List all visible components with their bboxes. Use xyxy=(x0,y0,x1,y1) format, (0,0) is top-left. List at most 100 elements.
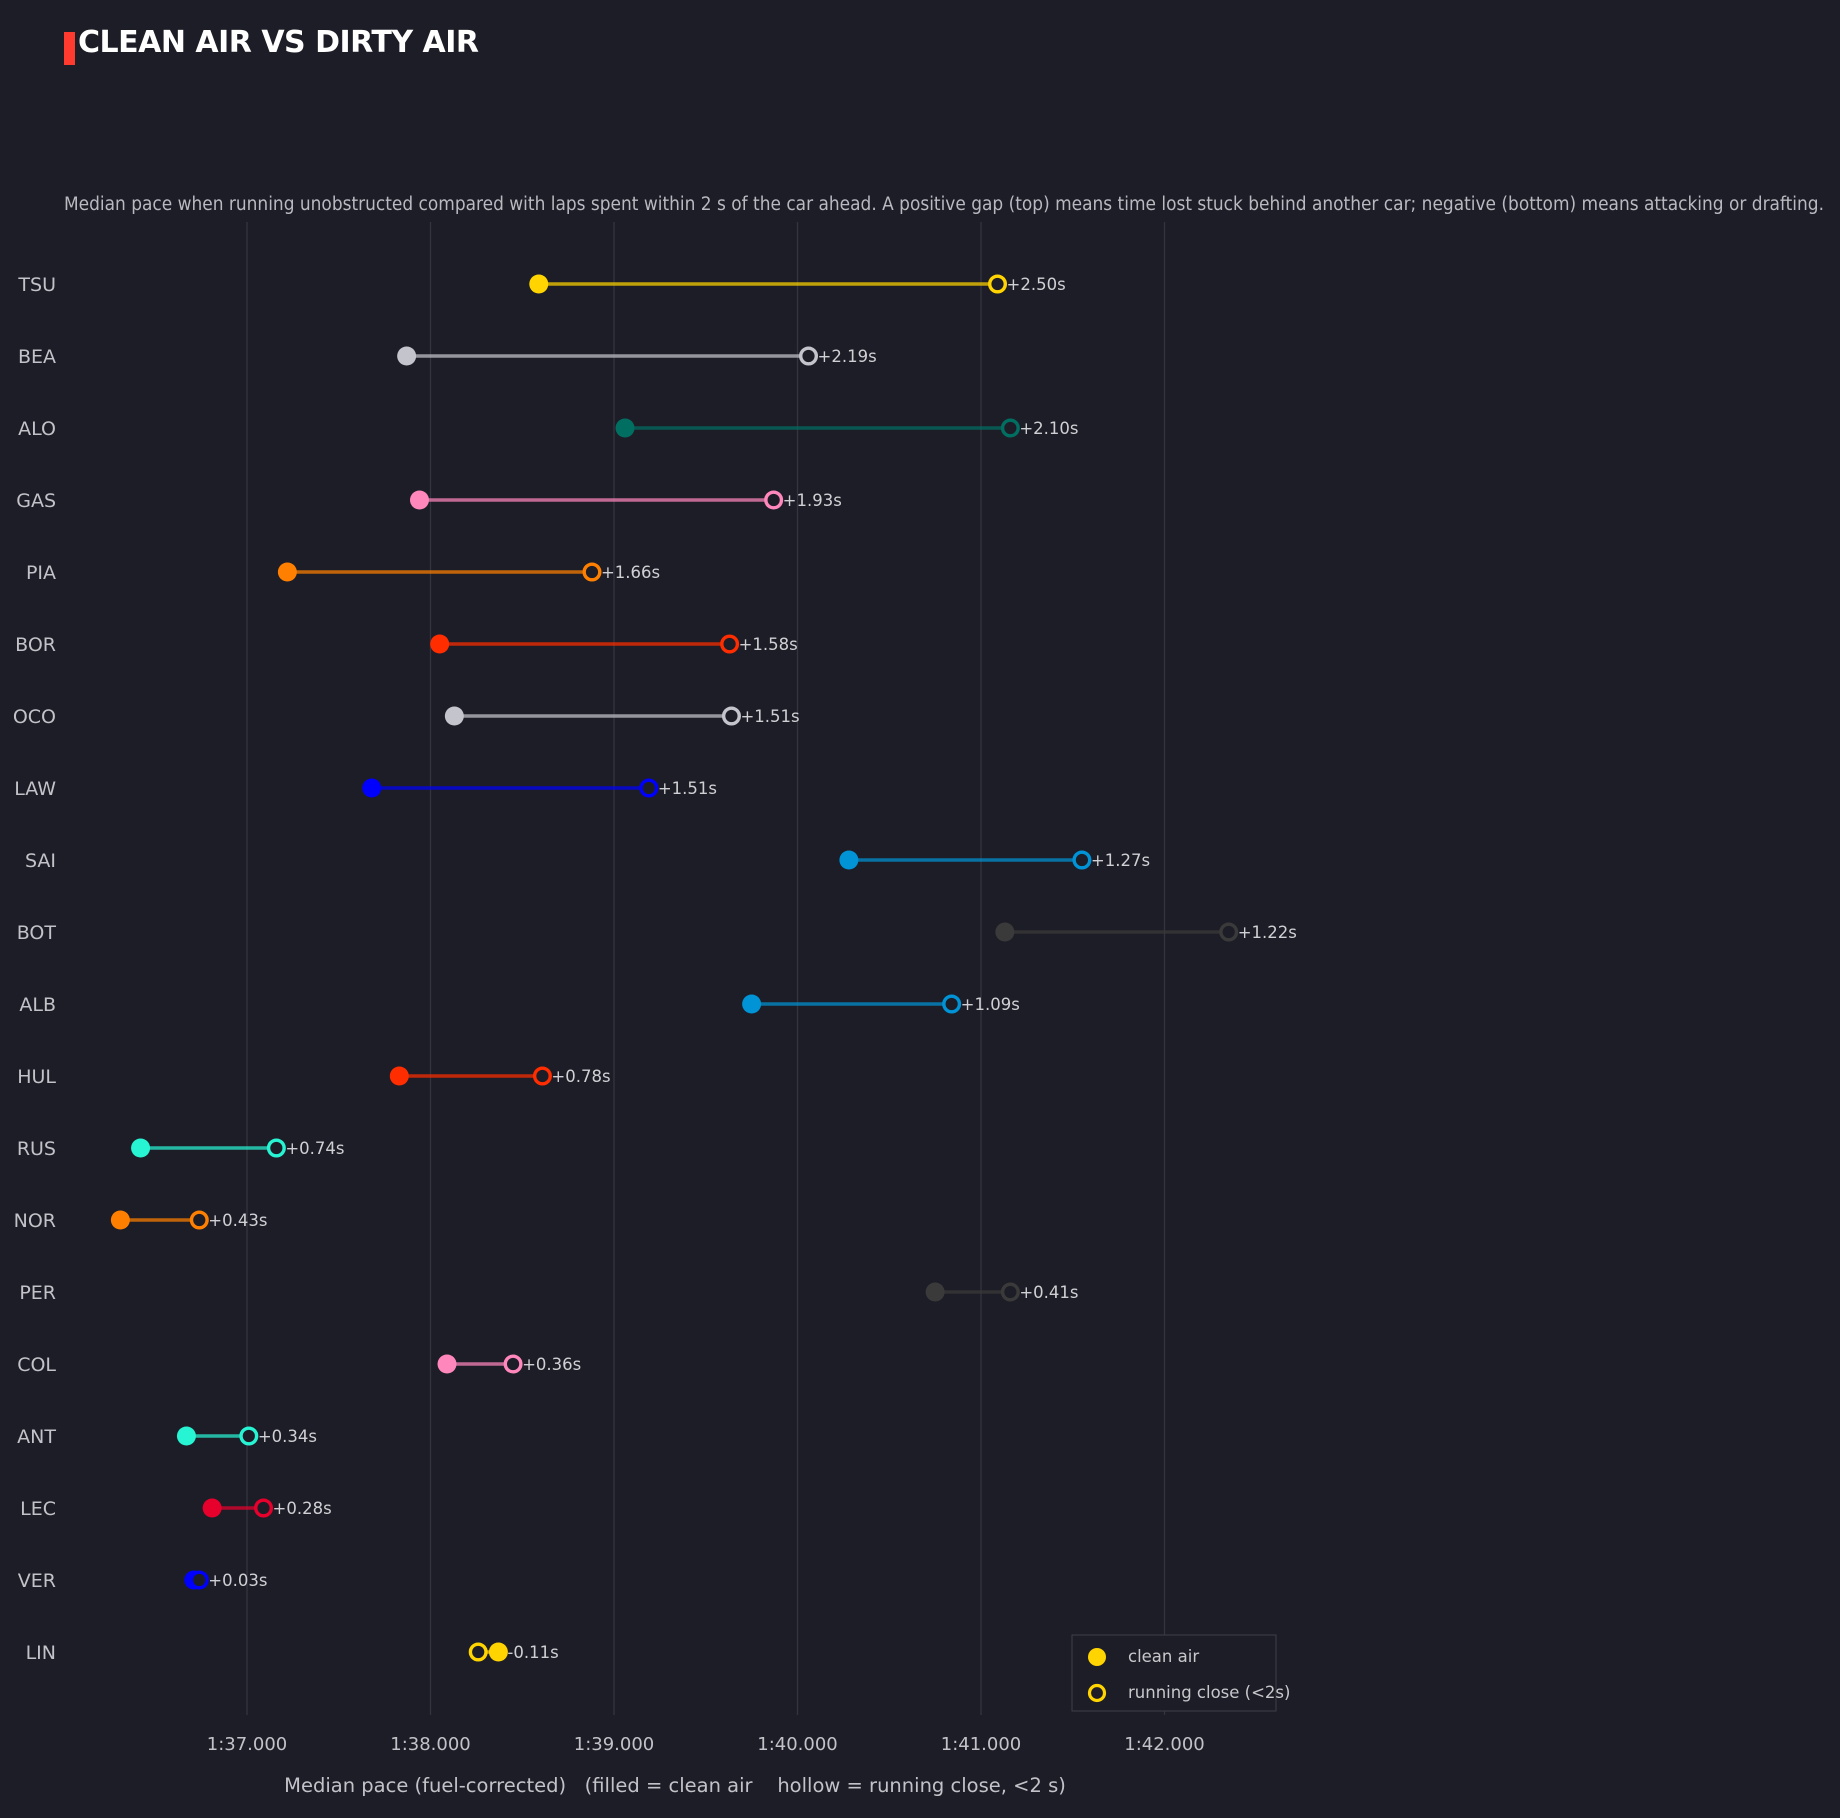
driver-label-lin: LIN xyxy=(26,1642,56,1664)
driver-label-pia: PIA xyxy=(26,562,56,584)
clean-air-point-hul xyxy=(389,1066,409,1086)
clean-air-point-lec xyxy=(202,1498,222,1518)
driver-labels: TSU +2.50s BEA +2.19s ALO +2.10s GAS +1.93s PIA +… xyxy=(13,274,1297,1664)
legend: clean air running close (<2s) xyxy=(1071,1634,1290,1712)
running-close-point-sai xyxy=(1072,850,1092,870)
legend-running-close-marker xyxy=(1087,1683,1107,1703)
x-tick-label-0: 1:37.000 xyxy=(207,1734,288,1755)
gap-label-lec: +0.28s xyxy=(273,1499,332,1518)
gap-label-hul: +0.78s xyxy=(551,1067,610,1086)
legend-clean-air-marker xyxy=(1088,1648,1106,1666)
running-close-point-col xyxy=(503,1354,523,1374)
clean-air-point-tsu xyxy=(529,274,549,294)
gridlines xyxy=(246,222,1166,1715)
clean-air-point-alb xyxy=(742,994,762,1014)
running-close-point-hul xyxy=(532,1066,552,1086)
running-close-point-ant xyxy=(239,1426,259,1446)
clean-air-point-col xyxy=(437,1354,457,1374)
legend-running-close-label: running close (<2s) xyxy=(1128,1683,1290,1702)
title-accent-bar xyxy=(64,32,75,65)
x-axis-ticks: 1:37.000 1:38.000 1:39.000 1:40.000 1:41.000… xyxy=(207,1734,1205,1755)
x-tick-label-4: 1:41.000 xyxy=(941,1734,1022,1755)
running-close-point-gas xyxy=(764,490,784,510)
clean-air-point-alo xyxy=(615,418,635,438)
gap-label-bea: +2.19s xyxy=(818,347,877,366)
running-close-point-alo xyxy=(1000,418,1020,438)
driver-label-law: LAW xyxy=(14,778,56,800)
gap-label-sai: +1.27s xyxy=(1091,851,1150,870)
driver-label-gas: GAS xyxy=(16,490,56,512)
running-close-point-bea xyxy=(799,346,819,366)
gap-label-per: +0.41s xyxy=(1019,1283,1078,1302)
x-tick-label-1: 1:38.000 xyxy=(390,1734,471,1755)
gap-label-gas: +1.93s xyxy=(783,491,842,510)
driver-label-ant: ANT xyxy=(17,1426,56,1448)
running-close-point-bot xyxy=(1219,922,1239,942)
gap-label-oco: +1.51s xyxy=(740,707,799,726)
gap-label-tsu: +2.50s xyxy=(1007,275,1066,294)
chart-subtitle: Median pace when running unobstructed co… xyxy=(64,194,1824,215)
clean-air-point-bor xyxy=(430,634,450,654)
running-close-point-bor xyxy=(720,634,740,654)
running-close-point-law xyxy=(639,778,659,798)
gap-label-col: +0.36s xyxy=(522,1355,581,1374)
legend-box xyxy=(1071,1634,1277,1712)
gap-label-bor: +1.58s xyxy=(739,635,798,654)
driver-label-bea: BEA xyxy=(18,346,56,368)
driver-label-alb: ALB xyxy=(19,994,56,1016)
driver-label-sai: SAI xyxy=(25,850,56,872)
clean-air-point-bea xyxy=(397,346,417,366)
driver-label-per: PER xyxy=(19,1282,56,1304)
driver-label-oco: OCO xyxy=(13,706,56,728)
running-close-point-pia xyxy=(582,562,602,582)
driver-label-hul: HUL xyxy=(17,1066,56,1088)
clean-air-point-nor xyxy=(110,1210,130,1230)
x-axis-label: Median pace (fuel-corrected) (filled = c… xyxy=(284,1774,1066,1797)
gap-label-alo: +2.10s xyxy=(1019,419,1078,438)
running-close-point-tsu xyxy=(988,274,1008,294)
running-close-point-ver xyxy=(189,1570,209,1590)
clean-air-point-per xyxy=(925,1282,945,1302)
driver-label-ver: VER xyxy=(18,1570,56,1592)
clean-air-point-ant xyxy=(176,1426,196,1446)
clean-air-point-sai xyxy=(839,850,859,870)
dumbbell-points xyxy=(110,274,1239,1662)
driver-label-bor: BOR xyxy=(15,634,56,656)
gap-label-lin: -0.11s xyxy=(507,1643,558,1662)
driver-label-col: COL xyxy=(17,1354,56,1376)
gap-label-alb: +1.09s xyxy=(961,995,1020,1014)
gap-label-ver: +0.03s xyxy=(208,1571,267,1590)
driver-label-nor: NOR xyxy=(14,1210,56,1232)
running-close-point-rus xyxy=(266,1138,286,1158)
running-close-point-per xyxy=(1000,1282,1020,1302)
driver-label-tsu: TSU xyxy=(17,274,56,296)
driver-label-rus: RUS xyxy=(17,1138,56,1160)
gap-label-ant: +0.34s xyxy=(258,1427,317,1446)
clean-air-point-pia xyxy=(277,562,297,582)
driver-label-alo: ALO xyxy=(18,418,56,440)
dumbbell-connectors xyxy=(118,282,1231,1654)
gap-label-rus: +0.74s xyxy=(285,1139,344,1158)
driver-label-bot: BOT xyxy=(17,922,57,944)
clean-air-point-law xyxy=(362,778,382,798)
running-close-point-lec xyxy=(254,1498,274,1518)
legend-clean-air-label: clean air xyxy=(1128,1647,1199,1666)
clean-air-point-lin xyxy=(488,1642,508,1662)
running-close-point-alb xyxy=(942,994,962,1014)
running-close-point-oco xyxy=(721,706,741,726)
x-tick-label-3: 1:40.000 xyxy=(757,1734,838,1755)
running-close-point-lin xyxy=(468,1642,488,1662)
gap-label-law: +1.51s xyxy=(658,779,717,798)
chart-title: CLEAN AIR VS DIRTY AIR xyxy=(78,25,479,60)
gap-label-pia: +1.66s xyxy=(601,563,660,582)
gap-label-nor: +0.43s xyxy=(208,1211,267,1230)
driver-label-lec: LEC xyxy=(20,1498,56,1520)
running-close-point-nor xyxy=(189,1210,209,1230)
gap-label-bot: +1.22s xyxy=(1238,923,1297,942)
clean-air-point-bot xyxy=(995,922,1015,942)
x-tick-label-2: 1:39.000 xyxy=(574,1734,655,1755)
x-tick-label-5: 1:42.000 xyxy=(1124,1734,1205,1755)
clean-air-point-rus xyxy=(131,1138,151,1158)
